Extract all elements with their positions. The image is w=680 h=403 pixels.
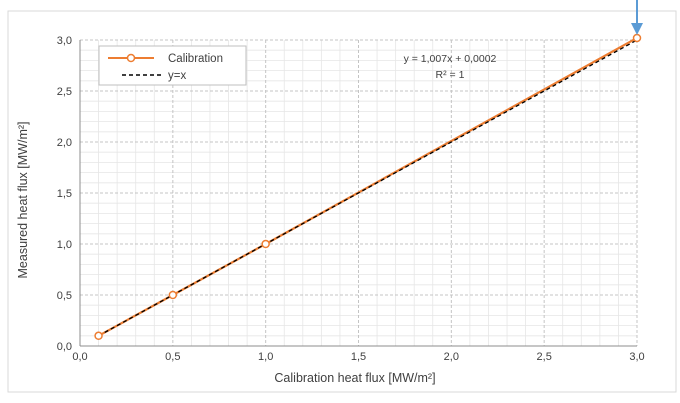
legend: Calibration y=x (98, 45, 247, 86)
data-point-calibration (632, 33, 642, 43)
y-tick-label: 1,0 (57, 239, 72, 251)
legend-label-calibration: Calibration (168, 53, 223, 65)
y-tick-label: 0,5 (57, 290, 72, 302)
legend-label-yx: y=x (168, 70, 186, 82)
data-point-calibration (168, 290, 178, 300)
y-tick-labels: 0,0 0,5 1,0 1,5 2,0 2,5 3,0 (57, 35, 72, 353)
x-tick-label: 1,0 (258, 351, 273, 363)
y-axis-title: Measured heat flux [MW/m²] (16, 122, 30, 279)
pointer-arrow (631, 0, 643, 35)
series-layer (94, 33, 642, 341)
data-point-calibration (94, 331, 103, 341)
x-tick-labels: 0,0 0,5 1,0 1,5 2,0 2,5 3,0 (72, 351, 644, 363)
x-tick-label: 0,5 (165, 351, 180, 363)
regression-equation: y = 1,007x + 0,0002 (404, 53, 497, 65)
legend-box (98, 45, 247, 86)
data-point-calibration (261, 239, 270, 249)
pointer-arrow-head (631, 23, 643, 35)
x-tick-label: 1,5 (351, 351, 366, 363)
y-tick-label: 3,0 (57, 35, 72, 47)
y-tick-label: 1,5 (57, 188, 72, 200)
y-tick-label: 0,0 (57, 341, 72, 353)
y-tick-label: 2,5 (57, 86, 72, 98)
x-axis-title: Calibration heat flux [MW/m²] (274, 371, 435, 385)
x-tick-label: 2,5 (537, 351, 552, 363)
r-squared: R² = 1 (436, 69, 465, 81)
x-tick-label: 0,0 (72, 351, 87, 363)
x-tick-label: 2,0 (444, 351, 459, 363)
y-tick-label: 2,0 (57, 137, 72, 149)
x-tick-label: 3,0 (629, 351, 644, 363)
series-line-y-equals-x (98, 39, 638, 337)
axes (79, 40, 637, 347)
legend-marker-calibration (126, 53, 136, 63)
